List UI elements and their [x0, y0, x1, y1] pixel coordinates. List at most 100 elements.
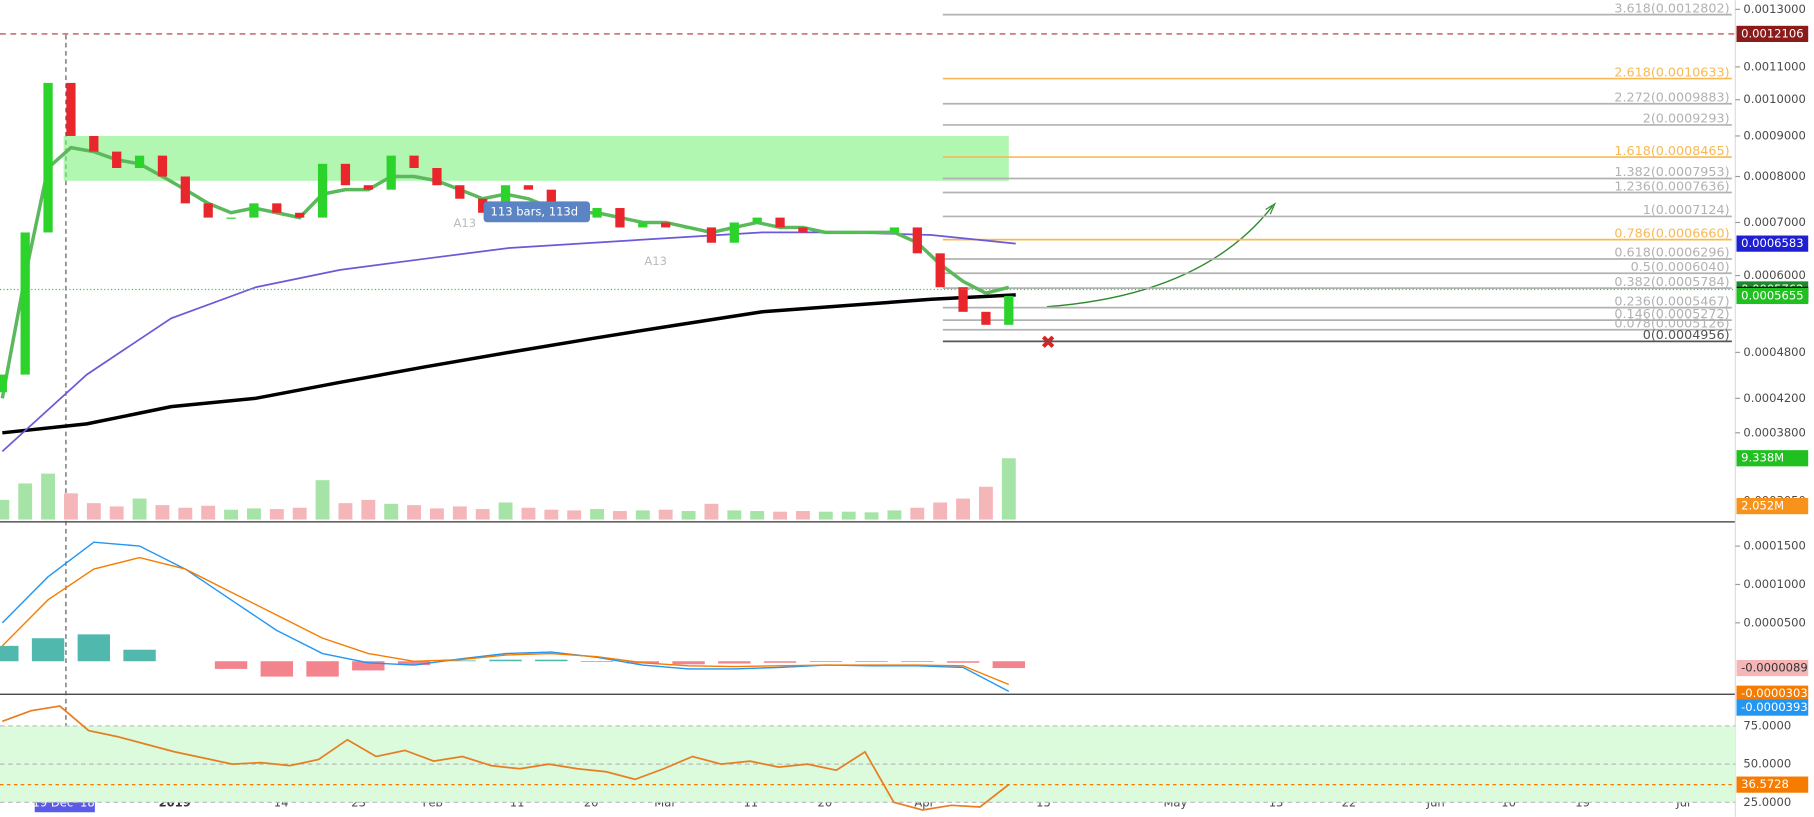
- volume-bar: [750, 511, 765, 520]
- volume-bar: [292, 507, 307, 520]
- fib-label: 2.618(0.0010633): [1614, 64, 1729, 79]
- annotation: A13: [644, 254, 667, 268]
- volume-bar: [1001, 458, 1016, 520]
- candle: [798, 227, 808, 233]
- macd-hist: [443, 660, 477, 662]
- price-tag: [1736, 685, 1809, 702]
- price-tag-label: 0.0012106: [1741, 26, 1803, 40]
- price-tag: [1736, 287, 1809, 305]
- candle: [958, 287, 968, 312]
- volume-bar: [727, 510, 742, 520]
- macd-hist: [763, 661, 797, 663]
- candle: [89, 135, 99, 152]
- fib-label: 0.146(0.0005272): [1614, 306, 1729, 321]
- price-tag: [1736, 659, 1809, 677]
- price-tag-label: -0.0000089: [1741, 661, 1808, 675]
- candle: [615, 208, 625, 228]
- fib-label: 1.236(0.0007636): [1614, 178, 1729, 193]
- volume-bar: [361, 499, 376, 520]
- price-tag: [1736, 235, 1809, 252]
- candle: [20, 232, 30, 375]
- fib-label: 0.236(0.0005467): [1614, 293, 1729, 308]
- macd-hist: [123, 649, 156, 662]
- macd-hist: [992, 661, 1026, 669]
- y-tick-label: 0.0004200: [1743, 391, 1805, 405]
- volume-bar: [864, 512, 879, 520]
- y-tick-label: 0.0008000: [1743, 169, 1805, 183]
- macd-hist: [352, 661, 385, 671]
- candle: [226, 217, 236, 219]
- volume-bar: [338, 503, 353, 520]
- candle: [157, 155, 168, 177]
- macd-hist: [901, 661, 934, 662]
- candle: [546, 189, 556, 213]
- volume-bar: [795, 511, 810, 520]
- fib-label: 0.5(0.0006040): [1631, 259, 1730, 274]
- volume-bar: [407, 505, 422, 520]
- volume-bar: [315, 480, 330, 520]
- volume-bar: [841, 511, 856, 520]
- volume-bar: [498, 502, 513, 520]
- macd-hist: [855, 661, 888, 662]
- volume-bar: [933, 502, 948, 520]
- price-tag: [1736, 776, 1809, 793]
- volume-bar: [155, 505, 170, 520]
- volume-bar: [452, 506, 467, 520]
- price-tag-label: 0.0005655: [1741, 288, 1803, 302]
- candle: [935, 253, 945, 288]
- fib-label: 1.382(0.0007953): [1614, 164, 1729, 179]
- volume-bar: [521, 507, 536, 520]
- volume-bar: [224, 509, 239, 520]
- candle: [409, 155, 419, 169]
- candle: [661, 222, 671, 228]
- price-tag-label: 9.338M: [1741, 451, 1784, 465]
- candle: [523, 185, 534, 190]
- candle: [432, 168, 442, 186]
- candle: [363, 185, 373, 190]
- candle: [889, 227, 900, 233]
- candle: [295, 212, 305, 218]
- volume-bar: [978, 486, 993, 520]
- candle: [729, 222, 739, 243]
- volume-bar: [887, 510, 902, 520]
- y-tick-label: 0.0003800: [1743, 425, 1805, 439]
- volume-bar: [704, 503, 719, 520]
- candle: [775, 217, 785, 228]
- candle: [203, 203, 213, 218]
- macd-hist: [214, 661, 248, 669]
- y-tick-label: 0.0009000: [1743, 128, 1805, 142]
- y-tick-label: 0.0000500: [1743, 615, 1805, 629]
- zone: [63, 135, 1009, 181]
- volume-bar: [86, 503, 101, 520]
- candle: [706, 227, 717, 243]
- volume-bar: [956, 498, 970, 520]
- macd-hist: [489, 659, 522, 662]
- y-tick-label: 0.0001000: [1743, 577, 1805, 591]
- y-tick-label: 0.0013000: [1743, 2, 1805, 16]
- volume-bar: [384, 503, 399, 520]
- candle: [844, 232, 854, 234]
- volume-bar: [63, 493, 78, 520]
- volume-bar: [544, 509, 559, 520]
- y-tick-label: 75.0000: [1743, 718, 1791, 732]
- price-tag-label: 36.5728: [1741, 777, 1789, 791]
- volume-bar: [818, 511, 833, 520]
- price-tag-label: -0.0000393: [1741, 700, 1808, 714]
- volume-bar: [658, 509, 673, 520]
- candle: [478, 198, 488, 213]
- candle: [180, 176, 190, 204]
- price-tag-label: 0.0006583: [1741, 236, 1803, 250]
- arrow-head: [1265, 202, 1277, 215]
- volume-bar: [567, 510, 582, 520]
- volume-bar: [18, 483, 33, 520]
- price-tag-label: 2.052M: [1741, 499, 1784, 513]
- volume-bar: [773, 511, 787, 520]
- volume-bar: [475, 509, 490, 520]
- macd-hist: [306, 661, 339, 677]
- candle: [1004, 295, 1014, 325]
- candle: [249, 203, 259, 218]
- annotation: A13: [454, 216, 477, 230]
- candle: [340, 163, 351, 186]
- candle: [866, 232, 877, 234]
- rsi-line: [2, 705, 1010, 811]
